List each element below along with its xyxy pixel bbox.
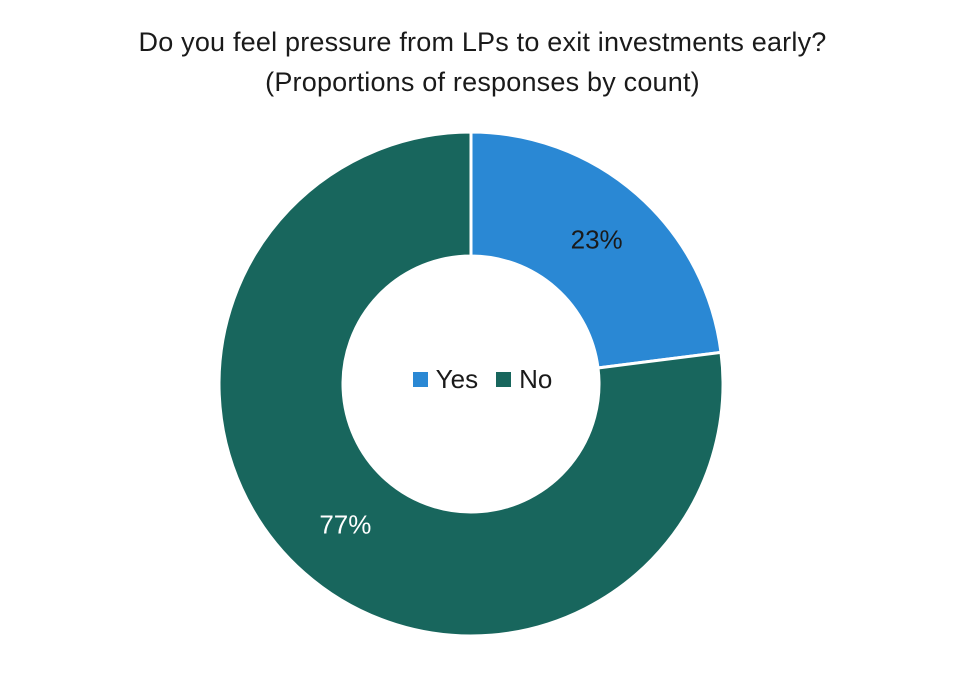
legend-swatch-no [496,372,512,387]
chart-title-block: Do you feel pressure from LPs to exit in… [0,22,965,102]
data-label-no: 77% [319,509,371,539]
legend-item-yes: Yes [412,364,479,395]
slice-yes [469,130,723,370]
legend: Yes No [0,364,965,395]
legend-label-no: No [519,364,553,394]
legend-label-yes: Yes [435,364,479,394]
legend-swatch-yes [412,372,428,387]
chart-title: Do you feel pressure from LPs to exit in… [138,27,827,57]
data-label-yes: 23% [571,224,623,254]
slice-no [217,130,725,638]
chart-subtitle: (Proportions of responses by count) [265,67,700,97]
legend-item-no: No [496,364,552,395]
